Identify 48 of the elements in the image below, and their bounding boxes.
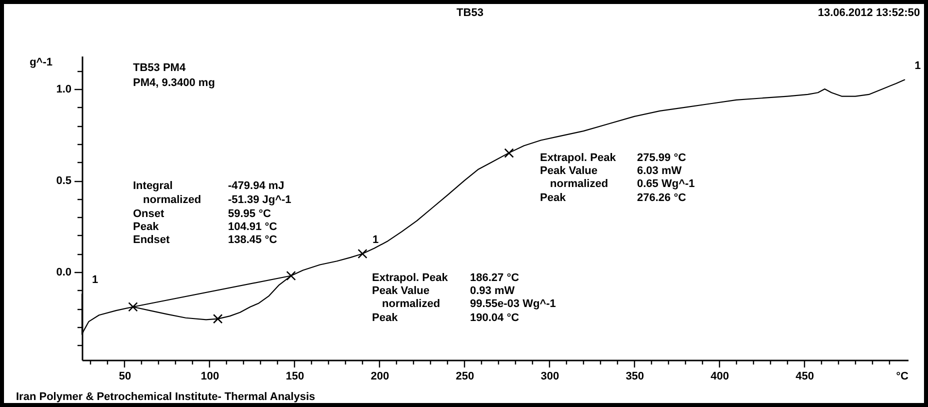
x-tick-label: 350	[626, 370, 644, 382]
annotation: 0.93 mW	[470, 285, 516, 297]
annotation: Endset	[133, 234, 170, 246]
y-tick-label: 0.0	[56, 266, 72, 279]
annotation: Peak	[540, 192, 567, 204]
annotation: Peak	[133, 221, 160, 233]
x-tick-label: 300	[540, 370, 560, 382]
annotation: PM4, 9.3400 mg	[133, 77, 215, 89]
x-axis-title: °C	[896, 370, 909, 382]
annotation: Extrapol. Peak	[372, 272, 449, 284]
annotation: Peak	[372, 312, 399, 324]
annotation: normalized	[143, 194, 202, 206]
annotation: 186.27 °C	[470, 272, 520, 284]
y-axis-title: g^-1	[30, 56, 52, 68]
annotation: 6.03 mW	[637, 165, 682, 177]
chart-title: TB53	[456, 7, 484, 19]
annotation: Integral	[133, 180, 173, 192]
annotation: Peak Value	[540, 165, 598, 177]
y-tick-label: 0.5	[56, 175, 72, 188]
annotation: 1	[914, 60, 921, 72]
annotation: -51.39 Jg^-1	[228, 194, 292, 206]
annotation: 276.26 °C	[637, 192, 686, 204]
annotation: Extrapol. Peak	[540, 152, 617, 164]
annotation: 1	[92, 274, 98, 286]
annotation: 99.55e-03 Wg^-1	[470, 298, 556, 310]
x-tick-label: 450	[796, 370, 814, 382]
annotation: 138.45 °C	[228, 234, 278, 246]
annotation: TB53 PM4	[133, 62, 186, 74]
annotation: Peak Value	[372, 285, 430, 297]
x-tick-label: 250	[456, 370, 474, 382]
x-tick-label: 400	[710, 370, 730, 382]
annotation: 275.99 °C	[637, 152, 686, 164]
annotation: 190.04 °C	[470, 312, 520, 324]
annotation: 0.65 Wg^-1	[637, 178, 695, 190]
annotation: normalized	[382, 298, 440, 310]
y-tick-label: 1.0	[56, 83, 72, 96]
x-tick-label: 50	[118, 370, 132, 382]
annotation: Onset	[133, 208, 165, 220]
annotation: 104.91 °C	[228, 221, 278, 233]
text: 13.06.2012 13:52:50	[818, 7, 920, 19]
annotation: -479.94 mJ	[228, 180, 284, 192]
annotation: 59.95 °C	[228, 208, 271, 220]
annotation: normalized	[550, 178, 608, 190]
annotation: 1	[372, 234, 379, 246]
x-tick-label: 100	[200, 370, 220, 382]
text: Iran Polymer & Petrochemical Institute- Thermal Analysis	[16, 391, 316, 403]
x-tick-label: 200	[370, 370, 390, 382]
x-tick-label: 150	[286, 370, 304, 382]
